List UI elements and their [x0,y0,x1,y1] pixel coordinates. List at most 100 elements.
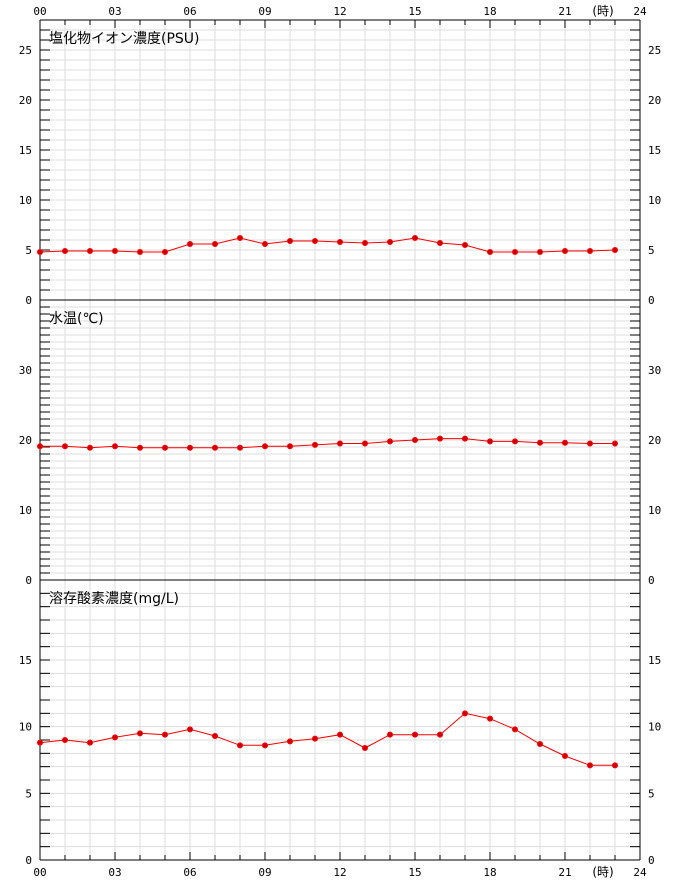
data-point [437,240,443,246]
x-tick-label-top: 12 [333,5,346,18]
x-tick-label-bottom: 18 [483,866,496,879]
data-point [337,440,343,447]
data-point [587,440,593,447]
data-point [337,239,343,245]
data-point [262,241,268,247]
y-tick-label-left: 25 [19,44,32,57]
data-point [587,762,593,769]
x-unit-label-bottom: (時) [592,865,613,879]
x-tick-label-top: 21 [558,5,571,18]
x-tick-label-bottom: 21 [558,866,571,879]
data-point [437,731,443,738]
y-tick-label-left: 5 [25,244,32,257]
x-tick-label-bottom: 24 [633,866,647,879]
y-tick-label-right: 20 [648,94,661,107]
data-point [187,726,193,733]
data-point [562,439,568,446]
data-point [462,435,468,442]
data-point [187,241,193,247]
data-point [37,249,43,255]
data-point [112,734,118,741]
data-point [487,438,493,445]
y-tick-label-left: 0 [25,854,32,867]
data-point [512,249,518,255]
y-tick-label-left: 0 [25,294,32,307]
x-tick-label-top: 24 [633,5,647,18]
y-tick-label-left: 10 [19,194,32,207]
data-point [387,239,393,245]
data-point [287,443,293,450]
y-tick-label-left: 0 [25,574,32,587]
data-point [512,726,518,733]
x-tick-label-bottom: 15 [408,866,421,879]
x-tick-label-bottom: 12 [333,866,346,879]
x-tick-label-top: 18 [483,5,496,18]
data-point [187,444,193,451]
data-point [487,249,493,255]
data-point [137,249,143,255]
x-unit-label-top: (時) [592,4,613,18]
data-point [287,238,293,244]
y-tick-label-left: 15 [19,144,32,157]
x-tick-label-top: 00 [33,5,46,18]
x-tick-label-bottom: 03 [108,866,121,879]
y-tick-label-right: 5 [648,787,655,800]
data-point [287,738,293,745]
data-point [387,731,393,738]
data-point [612,440,618,447]
data-point [412,731,418,738]
x-tick-label-top: 15 [408,5,421,18]
x-tick-label-bottom: 00 [33,866,46,879]
y-tick-label-right: 0 [648,854,655,867]
x-tick-label-top: 03 [108,5,121,18]
frame-layer [39,19,641,861]
series-layer [37,235,618,769]
data-point [312,735,318,742]
data-point [612,762,618,769]
y-tick-label-left: 10 [19,504,32,517]
y-tick-label-right: 0 [648,294,655,307]
y-tick-label-right: 30 [648,364,661,377]
data-point [537,439,543,446]
data-point [112,443,118,450]
data-point [587,248,593,254]
data-point [112,248,118,254]
x-tick-label-bottom: 06 [183,866,196,879]
data-point [512,438,518,445]
y-tick-label-right: 20 [648,434,661,447]
data-point [362,240,368,246]
data-point [537,741,543,747]
data-point [537,249,543,255]
grid-layer [40,20,640,860]
y-tick-label-right: 5 [648,244,655,257]
data-point [162,444,168,451]
data-point [162,249,168,255]
data-point [212,733,218,739]
panel-title: 塩化物イオン濃度(PSU) [49,31,200,47]
data-point [212,241,218,247]
data-point [137,730,143,737]
data-point [37,739,43,746]
data-point [562,248,568,254]
data-point [87,444,93,451]
y-tick-label-right: 25 [648,44,661,57]
y-tick-label-left: 30 [19,364,32,377]
y-tick-label-right: 10 [648,721,661,734]
y-tick-label-right: 15 [648,654,661,667]
y-tick-label-right: 0 [648,574,655,587]
data-point [312,441,318,448]
x-tick-label-bottom: 09 [258,866,271,879]
series-line [40,438,615,449]
data-point [412,437,418,443]
x-tick-label-top: 09 [258,5,271,18]
y-tick-label-right: 10 [648,504,661,517]
data-point [487,715,493,722]
data-point [612,247,618,253]
data-point [162,731,168,738]
data-point [562,753,568,759]
data-point [362,745,368,751]
y-tick-label-left: 10 [19,721,32,734]
y-tick-label-left: 5 [25,787,32,800]
